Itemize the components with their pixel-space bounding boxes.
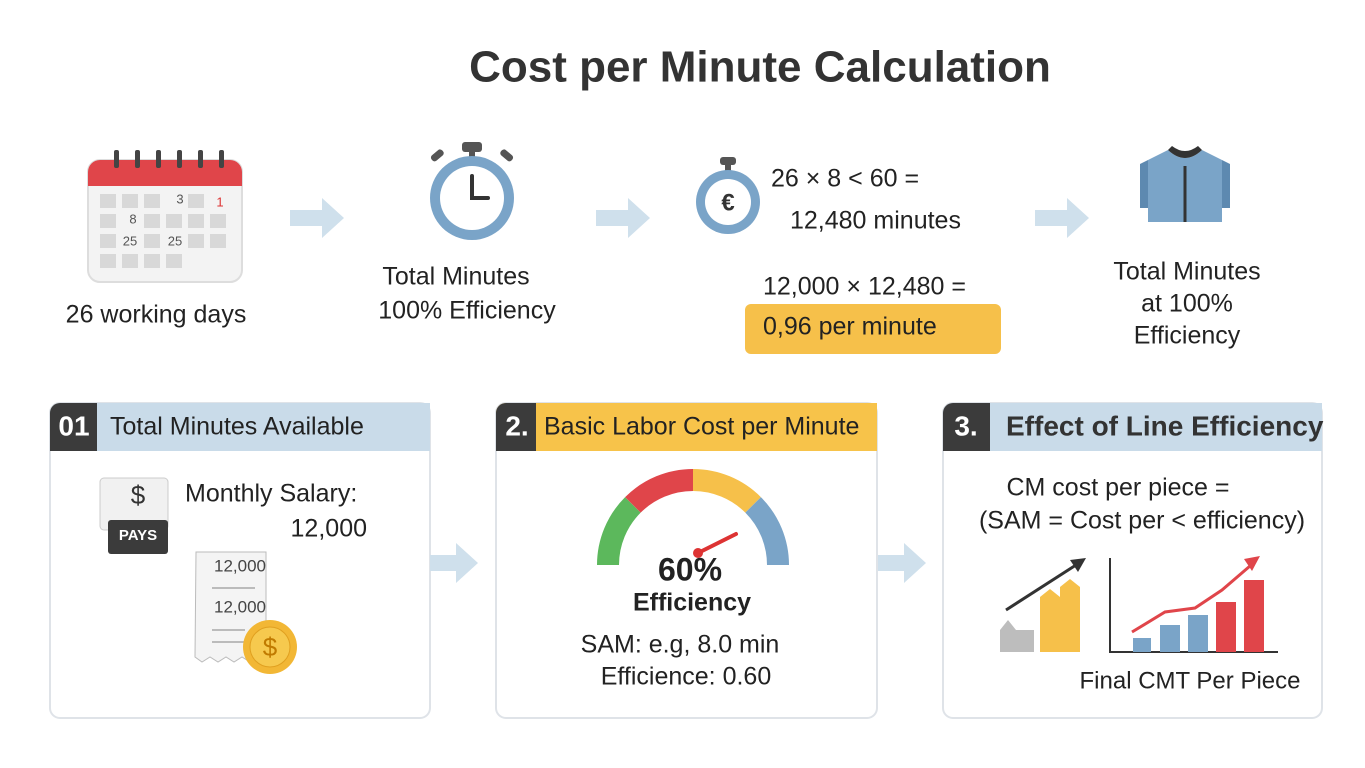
panel-number: 3. xyxy=(954,410,977,441)
panel-number: 01 xyxy=(58,410,89,441)
panel-number-box xyxy=(50,403,97,451)
salary-label: Monthly Salary: xyxy=(185,480,357,508)
gauge-icon xyxy=(597,469,789,566)
garment-icon xyxy=(1140,146,1230,222)
stopwatch-line: Total Minutes xyxy=(382,263,529,291)
panel-title: Basic Labor Cost per Minute xyxy=(544,413,859,441)
panel-header xyxy=(496,403,877,451)
gauge-value: 60% xyxy=(658,551,722,587)
formula-line: CM cost per piece = xyxy=(1006,474,1229,502)
stopwatch-icon xyxy=(430,142,514,240)
panel-header xyxy=(50,403,430,451)
flow-arrow xyxy=(1035,198,1089,238)
calendar-day: 25 xyxy=(123,233,137,248)
panel-caption: Final CMT Per Piece xyxy=(1080,667,1301,694)
efficiency-chart-icon xyxy=(1000,556,1278,653)
panel-number-box xyxy=(496,403,536,451)
calendar-icon xyxy=(87,150,243,283)
badge-label: PAYS xyxy=(119,527,157,544)
panel-title: Effect of Line Efficiency xyxy=(1006,410,1324,441)
title: Cost per Minute Calculation xyxy=(469,43,1051,92)
flow-arrow xyxy=(430,543,478,583)
coin-symbol: $ xyxy=(263,632,278,662)
calendar-day: 3 xyxy=(176,191,183,206)
panel-title: Total Minutes Available xyxy=(110,413,364,441)
formula-line: (SAM = Cost per < efficiency) xyxy=(979,507,1305,535)
cost-formula: 12,000 × 12,480 = xyxy=(763,273,966,301)
garment-line: at 100% xyxy=(1141,290,1233,318)
cost-result: 0,96 per minute xyxy=(763,313,937,341)
calendar-caption: 26 working days xyxy=(66,301,247,329)
receipt-line: 12,000 xyxy=(214,597,266,616)
salary-value: 12,000 xyxy=(291,515,367,543)
badge-symbol: $ xyxy=(131,480,146,510)
pay-badge-icon xyxy=(99,477,169,554)
garment-line: Total Minutes xyxy=(1113,258,1260,286)
panel-line: SAM: e.g, 8.0 min xyxy=(581,631,780,659)
euro-symbol: € xyxy=(721,189,734,216)
calendar-day: 8 xyxy=(129,211,136,226)
result-highlight xyxy=(745,304,1001,354)
calendar-day: 25 xyxy=(168,233,182,248)
panel-number: 2. xyxy=(505,410,528,441)
flow-arrow xyxy=(596,198,650,238)
panel-number-box xyxy=(943,403,990,451)
flow-arrow xyxy=(878,543,926,583)
calendar-day: 1 xyxy=(216,194,223,209)
gauge-label: Efficiency xyxy=(633,589,751,617)
panel-line: Efficience: 0.60 xyxy=(601,663,771,691)
flow-arrow xyxy=(290,198,344,238)
euro-stopwatch-icon xyxy=(696,157,760,234)
minutes-result: 12,480 minutes xyxy=(790,207,961,235)
stopwatch-line: 100% Efficiency xyxy=(378,297,556,325)
panel-header xyxy=(943,403,1322,451)
receipt-icon xyxy=(194,551,297,674)
garment-line: Efficiency xyxy=(1134,322,1241,350)
minutes-formula: 26 × 8 < 60 = xyxy=(771,165,919,193)
receipt-line: 12,000 xyxy=(214,556,266,575)
